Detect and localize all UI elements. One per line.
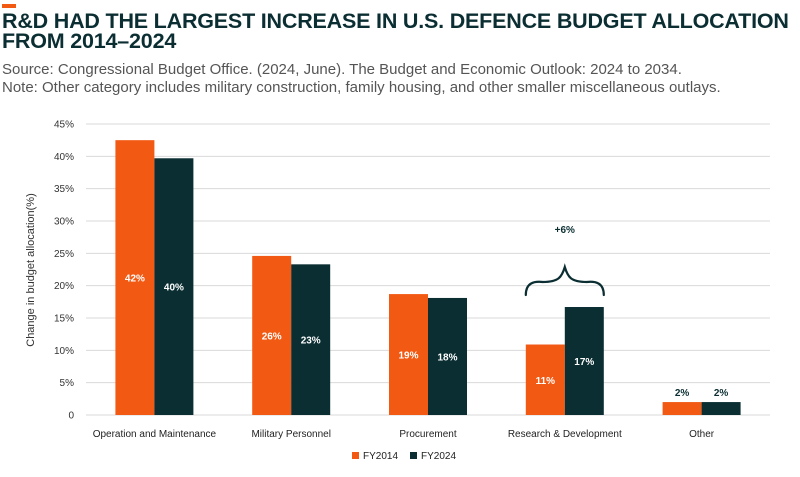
bar-fy2014 (252, 255, 292, 415)
y-tick-label: 25% (54, 249, 74, 260)
chart-title: R&D HAD THE LARGEST INCREASE IN U.S. DEF… (2, 9, 792, 53)
y-tick-label: 35% (54, 184, 74, 195)
bar-fy2014 (389, 294, 428, 415)
x-category-label: Other (689, 429, 715, 440)
y-axis-label: Change in budget allocation(%) (25, 193, 37, 347)
chart-title-line-2: FROM 2014–2024 (2, 29, 177, 53)
y-tick-label: 20% (54, 281, 74, 292)
data-label-fy2024: 18% (437, 352, 457, 363)
data-label-fy2024: 2% (714, 388, 729, 399)
bar-fy2024 (564, 307, 604, 415)
x-category-label: Military Personnel (251, 429, 330, 440)
bar-fy2024 (291, 264, 331, 415)
footnote: Note: Other category includes military c… (2, 79, 721, 96)
y-tick-label: 30% (54, 217, 74, 228)
legend-swatch-fy2014 (352, 452, 359, 459)
brace-annotation (524, 263, 605, 297)
y-tick-label: 0 (68, 411, 74, 422)
annotation-label: +6% (555, 225, 575, 236)
data-label-fy2014: 2% (675, 388, 690, 399)
y-tick-label: 45% (54, 120, 74, 131)
bar-fy2014 (115, 140, 155, 415)
bar-fy2024 (701, 402, 741, 415)
y-tick-label: 40% (54, 152, 74, 163)
legend-swatch-fy2024 (410, 452, 417, 459)
legend-label-fy2014: FY2014 (363, 451, 398, 462)
x-category-label: Operation and Maintenance (93, 429, 217, 440)
y-tick-label: 15% (54, 314, 74, 325)
bar-fy2014 (662, 402, 702, 415)
accent-bar (2, 4, 16, 8)
data-label-fy2024: 23% (301, 336, 321, 347)
x-category-label: Procurement (399, 429, 456, 440)
data-label-fy2014: 26% (262, 331, 282, 342)
y-tick-label: 5% (60, 378, 75, 389)
legend-label-fy2024: FY2024 (421, 451, 456, 462)
data-label-fy2014: 11% (536, 376, 556, 387)
bar-fy2024 (154, 158, 194, 416)
y-tick-label: 10% (54, 346, 74, 357)
data-label-fy2014: 19% (398, 351, 418, 362)
data-label-fy2014: 42% (125, 274, 145, 285)
bar-fy2024 (428, 297, 467, 415)
bar-fy2014 (525, 344, 565, 415)
x-category-label: Research & Development (508, 429, 622, 440)
data-label-fy2024: 40% (164, 283, 184, 294)
data-label-fy2024: 17% (574, 357, 594, 368)
source-note: Source: Congressional Budget Office. (20… (2, 61, 682, 78)
chart-title-line-1: R&D HAD THE LARGEST INCREASE IN U.S. DEF… (2, 9, 789, 33)
